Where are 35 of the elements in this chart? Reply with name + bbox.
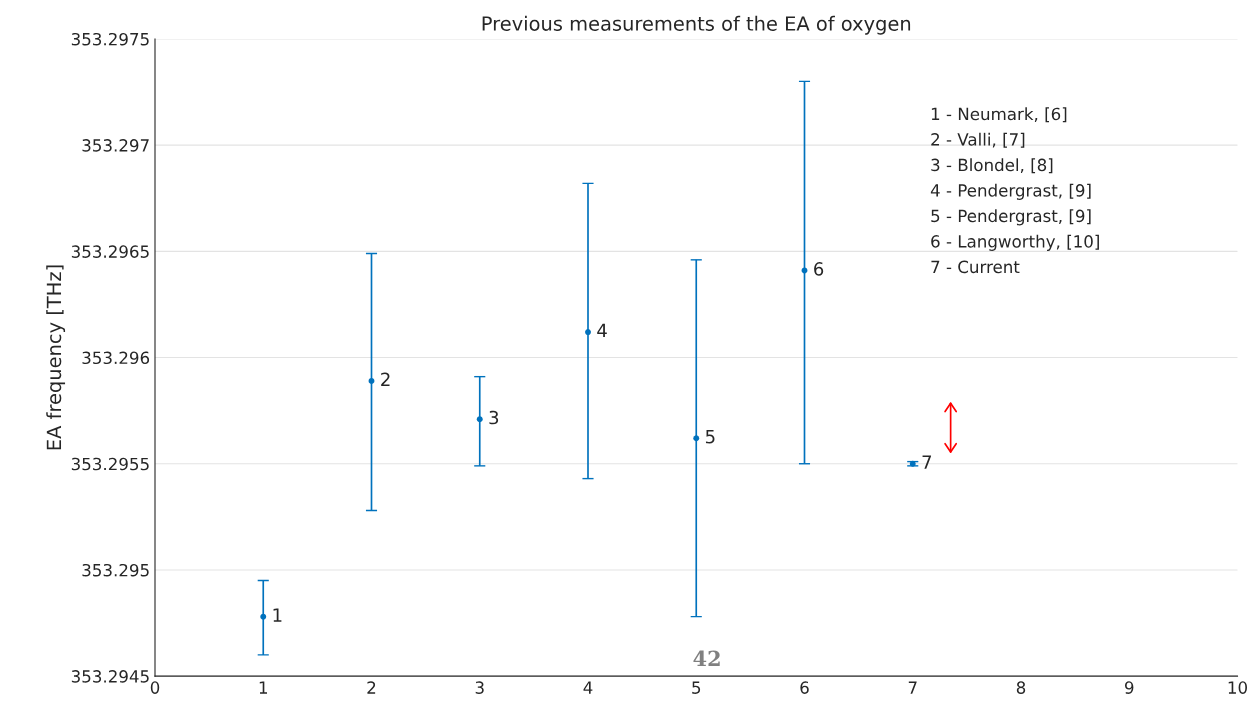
x-tick-label: 10	[1228, 681, 1247, 694]
y-axis-title: EA frequency [THz]	[46, 265, 66, 450]
annotation: 5	[705, 430, 715, 444]
annotation: 5 - Pendergrast, [9]	[931, 209, 1091, 226]
annotation: 4 - Pendergrast, [9]	[930, 183, 1091, 200]
annotation: 3	[489, 410, 499, 425]
y-tick-label: 353.2955	[71, 457, 149, 471]
x-tick-label: 8	[1016, 681, 1026, 694]
y-tick-label: 353.2945	[71, 670, 149, 683]
annotation: 3 - Blondel, [8]	[931, 158, 1053, 174]
chart-title: Previous measurements of the EA of oxygen	[482, 15, 911, 35]
annotation: 42	[693, 650, 720, 666]
annotation: 4	[597, 323, 607, 338]
annotation: 7	[922, 455, 932, 469]
annotation: 7 - Current	[931, 260, 1020, 274]
annotation: 2 - Valli, [7]	[931, 132, 1025, 148]
x-tick-label: 9	[1125, 681, 1134, 694]
x-tick-label: 7	[908, 681, 917, 694]
y-tick-label: 353.2975	[71, 32, 149, 46]
x-tick-label: 3	[475, 681, 484, 694]
x-tick-label: 0	[150, 681, 160, 694]
y-tick-label: 353.296	[82, 351, 150, 365]
x-tick-label: 5	[692, 681, 701, 694]
annotation: 1 - Neumark, [6]	[931, 107, 1067, 123]
x-tick-label: 4	[583, 681, 593, 694]
annotation: 2	[381, 372, 390, 386]
x-tick-label: 2	[367, 681, 376, 694]
y-tick-label: 353.295	[82, 563, 149, 577]
annotation: 1	[273, 608, 282, 622]
annotation: 6	[814, 262, 824, 276]
annotation: 6 - Langworthy, [10]	[931, 234, 1099, 251]
y-tick-label: 353.297	[82, 139, 149, 152]
y-tick-label: 353.2965	[71, 245, 149, 258]
x-tick-label: 1	[259, 681, 268, 694]
x-tick-label: 6	[800, 681, 809, 694]
